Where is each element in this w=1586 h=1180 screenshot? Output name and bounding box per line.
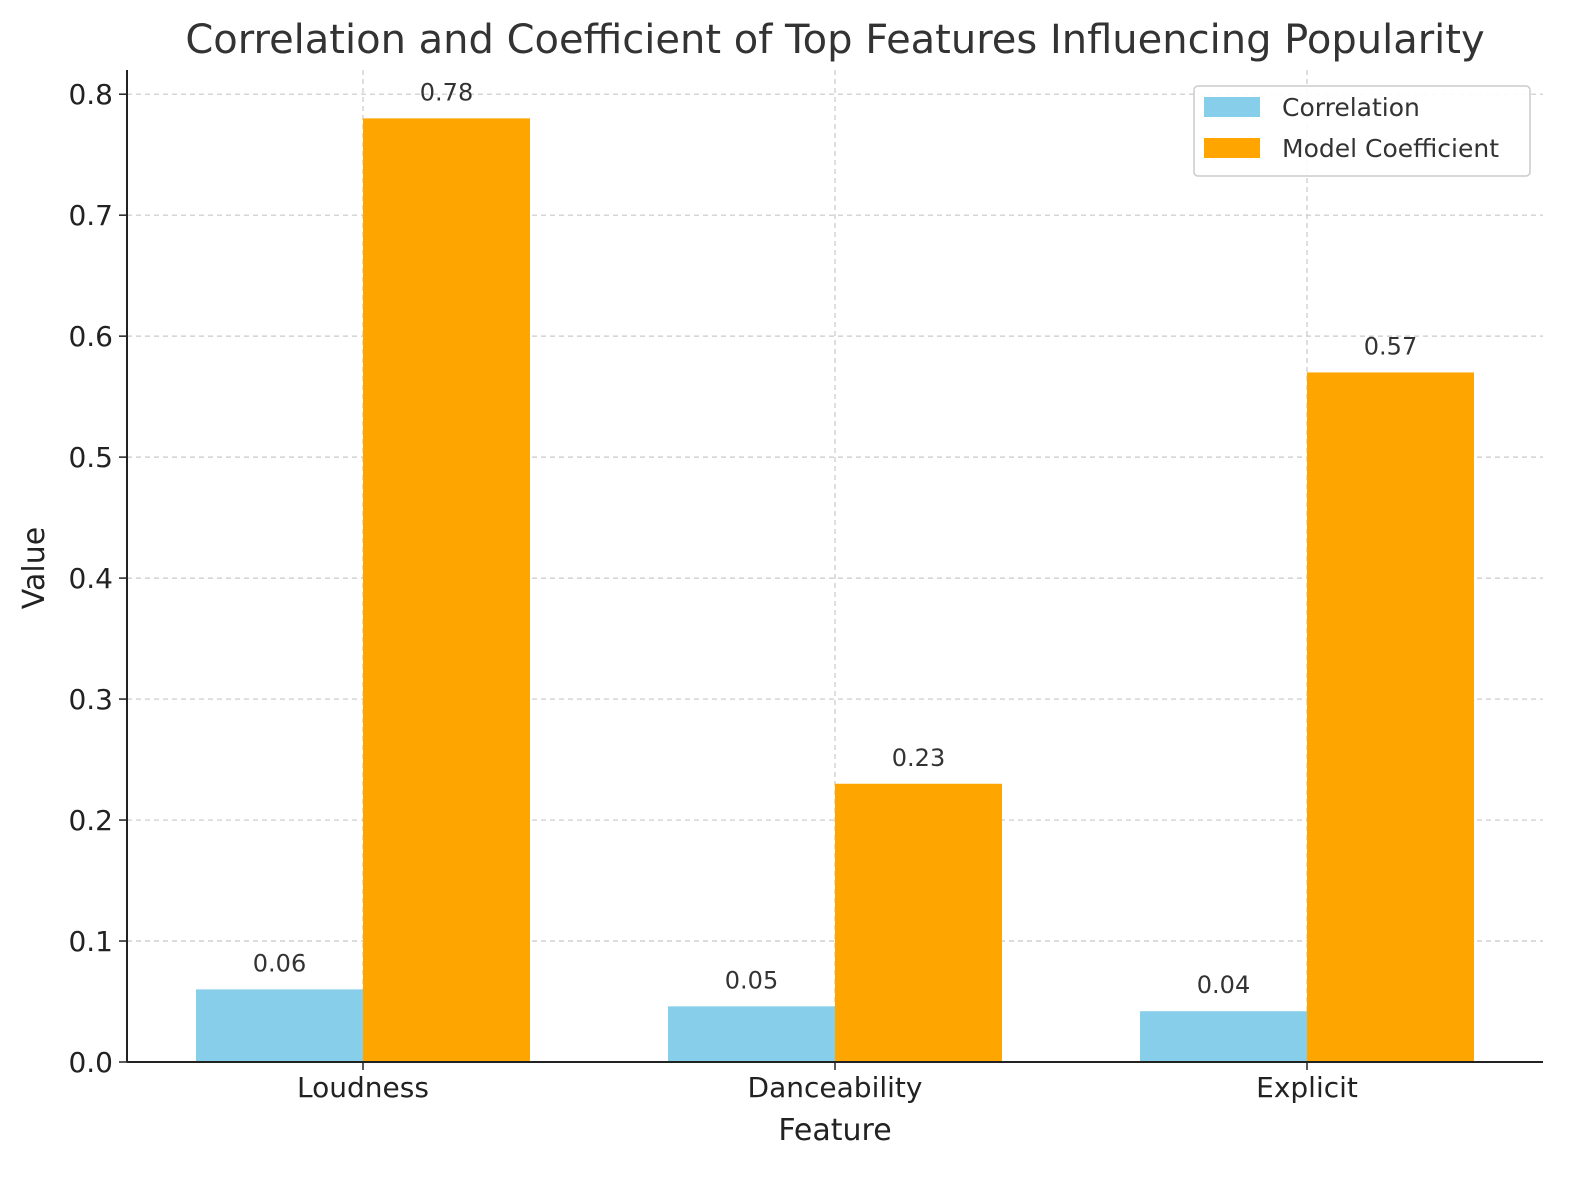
y-tick-label: 0.0 bbox=[68, 1046, 113, 1079]
x-axis-label: Feature bbox=[778, 1113, 891, 1148]
axes-layer: 0.0 0.1 0.2 0.3 0.4 0.5 0.6 0.7 0.8 Loudness Dance… bbox=[68, 70, 1543, 1104]
bar-correlation-loudness bbox=[196, 989, 363, 1062]
y-tick-label: 0.5 bbox=[68, 441, 113, 474]
bar-model-coefficient-explicit bbox=[1307, 372, 1474, 1062]
y-axis-label: Value bbox=[17, 527, 52, 609]
legend-label-correlation: Correlation bbox=[1282, 93, 1420, 122]
legend-swatch-correlation bbox=[1204, 97, 1260, 117]
x-tick-label-explicit: Explicit bbox=[1256, 1071, 1358, 1104]
bar-model-coefficient-danceability bbox=[835, 783, 1002, 1062]
y-tick-label: 0.2 bbox=[68, 804, 113, 837]
data-label-model-coefficient-danceability: 0.23 bbox=[892, 744, 945, 772]
chart-title: Correlation and Coefficient of Top Featu… bbox=[185, 17, 1484, 63]
data-label-correlation-explicit: 0.04 bbox=[1197, 971, 1250, 999]
x-tick-label-loudness: Loudness bbox=[297, 1071, 429, 1104]
bar-correlation-danceability bbox=[668, 1006, 835, 1062]
data-labels-layer: 0.06 0.05 0.04 0.78 0.23 0.57 bbox=[253, 78, 1417, 999]
y-tick-label: 0.1 bbox=[68, 925, 113, 958]
legend-box bbox=[1193, 85, 1531, 177]
y-tick-label: 0.8 bbox=[68, 78, 113, 111]
data-label-model-coefficient-loudness: 0.78 bbox=[420, 78, 473, 106]
x-tick-label-danceability: Danceability bbox=[748, 1071, 923, 1104]
legend: Correlation Model Coefficient bbox=[1193, 85, 1531, 177]
legend-label-model-coefficient: Model Coefficient bbox=[1282, 134, 1499, 163]
y-tick-label: 0.6 bbox=[68, 320, 113, 353]
legend-swatch-model-coefficient bbox=[1204, 138, 1260, 158]
bar-model-coefficient-loudness bbox=[363, 118, 530, 1062]
data-label-model-coefficient-explicit: 0.57 bbox=[1364, 332, 1417, 360]
y-tick-label: 0.4 bbox=[68, 562, 113, 595]
data-label-correlation-loudness: 0.06 bbox=[253, 949, 306, 977]
y-tick-label: 0.3 bbox=[68, 683, 113, 716]
data-label-correlation-danceability: 0.05 bbox=[725, 966, 778, 994]
bar-correlation-explicit bbox=[1140, 1011, 1307, 1062]
y-tick-label: 0.7 bbox=[68, 199, 113, 232]
bars-layer bbox=[196, 118, 1474, 1062]
